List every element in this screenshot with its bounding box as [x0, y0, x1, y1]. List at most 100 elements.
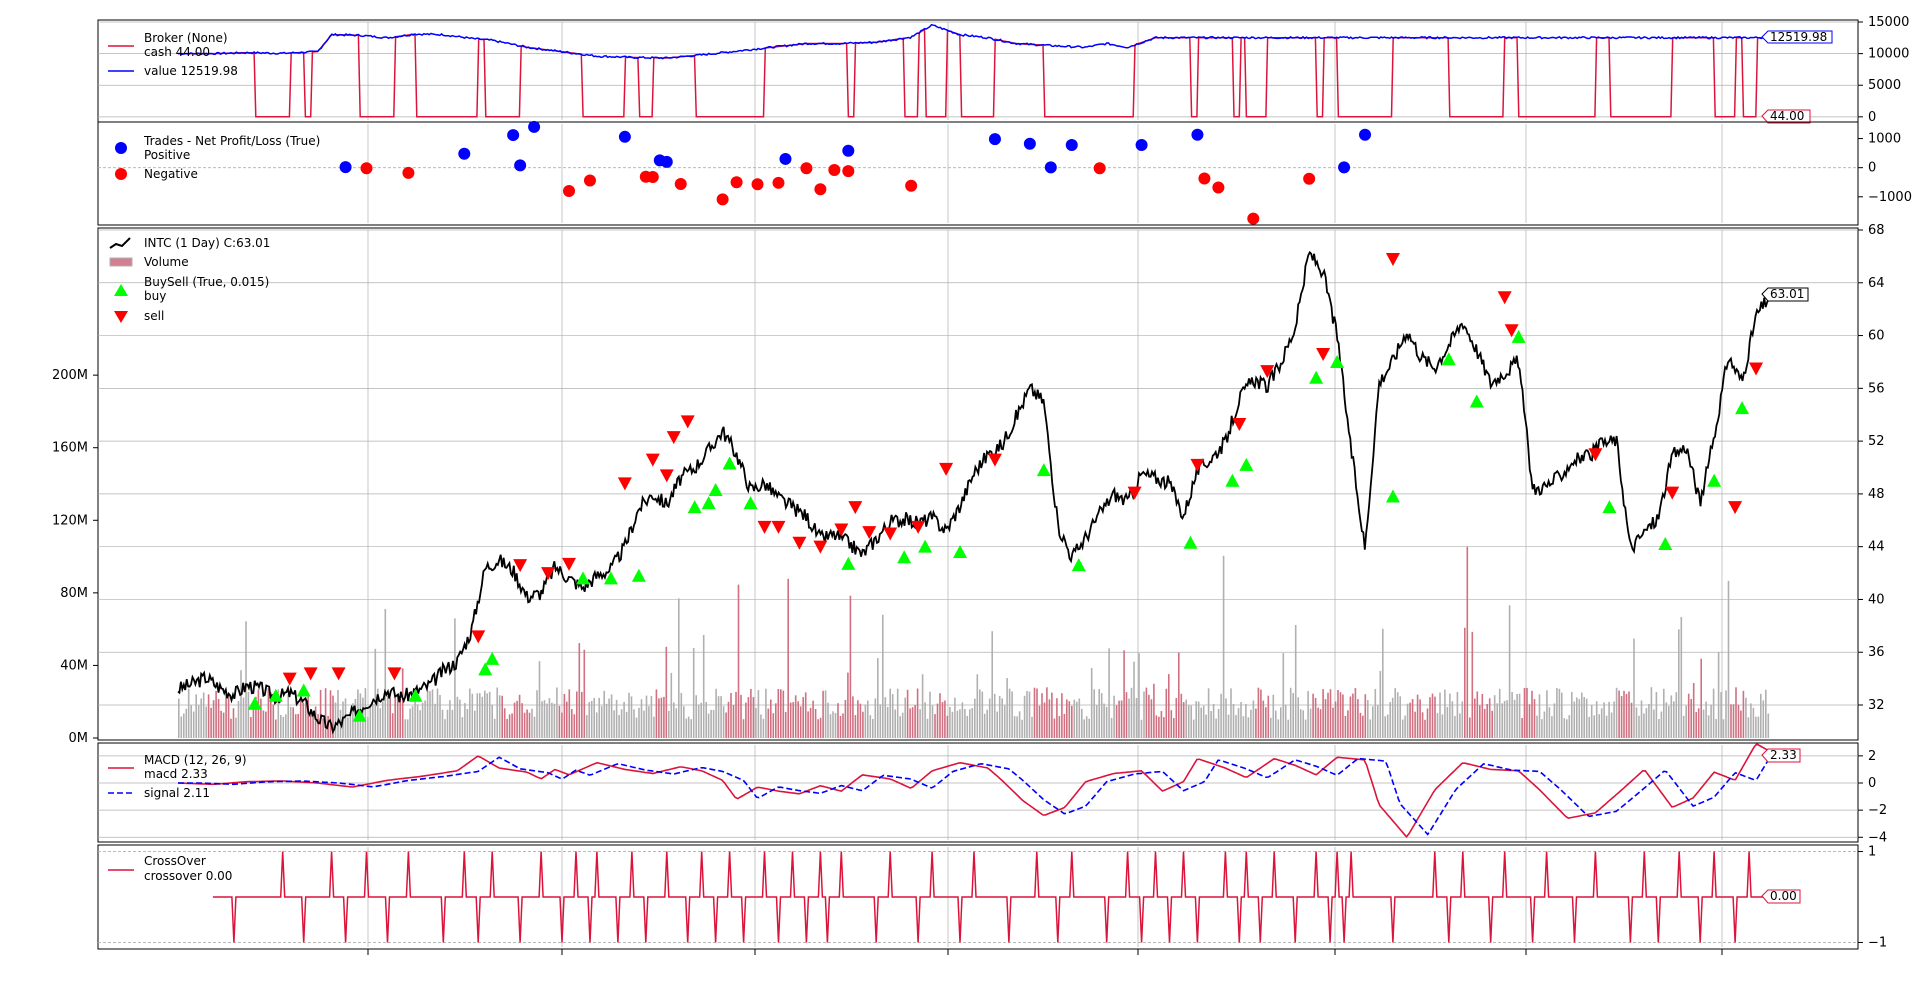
volume-bar: [1299, 709, 1302, 738]
volume-bar: [896, 688, 899, 738]
volume-bar: [605, 703, 608, 738]
volume-bar: [832, 711, 834, 738]
buy-marker: [953, 544, 968, 558]
volume-bar: [561, 712, 563, 738]
volume-bar: [349, 715, 352, 738]
volume-bar: [1404, 715, 1406, 738]
crossover-y-ticks: −1 1: [1858, 845, 1887, 950]
buy-marker: [478, 662, 493, 676]
volume-bar: [556, 687, 558, 738]
macd-panel: −4 −2 0 2 MACD (12, 26, 9) macd 2.33 signal…: [97, 742, 1887, 845]
volume-bar: [1732, 704, 1735, 738]
volume-bar: [1053, 718, 1056, 738]
volume-bar: [1464, 627, 1466, 738]
trade-negative-point: [1212, 181, 1225, 194]
volume-bar: [1501, 703, 1503, 738]
volume-bar: [232, 708, 235, 738]
volume-bar: [954, 697, 956, 738]
volume-bar: [1068, 701, 1071, 738]
trade-positive-point: [660, 155, 673, 168]
volume-bar: [1332, 707, 1334, 738]
buy-marker: [1658, 537, 1673, 551]
volume-bar: [750, 688, 752, 738]
y-tick-label: 200M: [52, 368, 88, 383]
sell-marker: [1232, 417, 1247, 431]
volume-bar: [1182, 702, 1185, 738]
sell-marker: [666, 431, 681, 445]
volume-bar: [1618, 690, 1620, 738]
volume-bar: [1163, 717, 1165, 738]
volume-bar: [235, 717, 237, 738]
volume-bar: [789, 702, 792, 738]
sell-marker: [1665, 486, 1680, 500]
volume-bar: [334, 702, 337, 738]
trade-positive-point: [1065, 138, 1078, 151]
volume-bar: [1623, 690, 1625, 738]
volume-bar: [446, 709, 449, 738]
volume-bar: [608, 698, 610, 738]
volume-bar: [1578, 699, 1581, 738]
x-tick-marks: [367, 949, 1723, 955]
volume-bar: [874, 698, 877, 738]
volume-bar: [1419, 699, 1421, 738]
y-tick-label: 44: [1868, 540, 1885, 555]
volume-bar: [1685, 705, 1687, 738]
volume-bar: [877, 658, 879, 738]
volume-bar: [416, 704, 419, 738]
volume-bar: [187, 688, 190, 738]
volume-bar: [1717, 652, 1720, 738]
volume-bar: [491, 704, 493, 738]
y-tick-label: 48: [1868, 487, 1885, 502]
volume-bar: [1275, 710, 1277, 738]
trades-legend-positive-marker: [115, 142, 127, 154]
volume-bar: [1725, 690, 1727, 738]
volume-bar: [185, 708, 188, 738]
volume-bar: [1215, 718, 1217, 738]
volume-bar: [444, 719, 446, 738]
volume-bar: [1533, 699, 1536, 738]
sell-marker: [617, 477, 632, 491]
trades-legend: Trades - Net Profit/Loss (True) Positive…: [115, 134, 320, 181]
volume-bar: [630, 696, 633, 738]
y-tick-label: 0M: [69, 731, 89, 746]
price-panel: 32 36 40 44 48 52 56 60 64 68 0M 40M 80M 120M 160M 200…: [52, 223, 1885, 746]
crossover-legend-value: crossover 0.00: [144, 869, 232, 883]
volume-bar: [1324, 699, 1327, 738]
trade-negative-point: [716, 193, 729, 206]
volume-bar: [1553, 703, 1556, 738]
volume-bar: [590, 700, 593, 738]
volume-bar: [521, 703, 523, 738]
volume-bar: [969, 709, 971, 738]
volume-bar: [1391, 697, 1394, 738]
volume-bar: [849, 595, 852, 738]
svg-text:2.33: 2.33: [1770, 748, 1797, 762]
volume-bar: [1073, 699, 1076, 738]
y-tick-label: 52: [1868, 434, 1885, 449]
volume-bar: [1222, 555, 1225, 738]
volume-bar: [411, 706, 414, 738]
volume-bar: [1349, 696, 1352, 738]
volume-bar: [409, 708, 411, 738]
volume-bar: [1284, 704, 1287, 738]
sell-marker: [1127, 486, 1142, 500]
volume-bar: [516, 700, 518, 738]
sell-marker: [471, 630, 486, 644]
buy-marker: [841, 556, 856, 570]
buy-marker: [1735, 401, 1750, 415]
volume-bar: [839, 716, 842, 738]
y-tick-label: 160M: [52, 441, 88, 456]
volume-bar: [864, 704, 867, 738]
volume-bar: [904, 697, 906, 738]
volume-bar: [673, 702, 675, 738]
volume-bar: [794, 695, 797, 738]
volume-bar: [506, 719, 508, 738]
trade-negative-point: [646, 170, 659, 183]
volume-bar: [1369, 719, 1372, 738]
volume-bar: [252, 701, 255, 738]
buysell-markers: [247, 253, 1764, 722]
volume-bar: [180, 716, 183, 738]
volume-bar: [1190, 705, 1192, 738]
volume-bar: [265, 711, 267, 738]
volume-bar: [1605, 715, 1608, 738]
volume-bar: [222, 712, 225, 738]
